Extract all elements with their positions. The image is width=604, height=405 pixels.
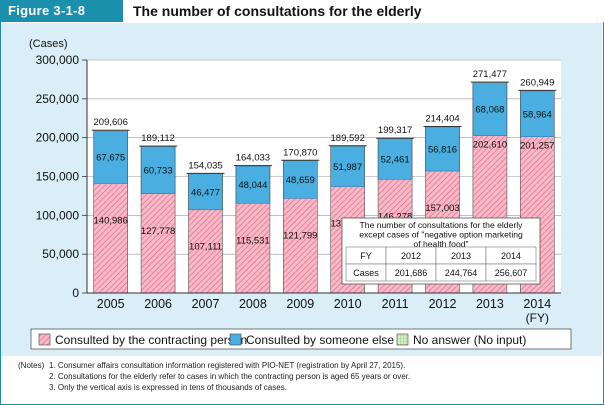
someone-else-label-2006: 60,733 bbox=[144, 166, 173, 177]
inset-caption-line: The number of consultations for the elde… bbox=[360, 220, 524, 230]
legend-label: Consulted by someone else bbox=[246, 333, 394, 347]
contracting-label-2011: 146,278 bbox=[378, 211, 412, 222]
y-axis-label: (Cases) bbox=[29, 38, 68, 50]
contracting-label-2005: 140,986 bbox=[94, 216, 128, 227]
inset-row-text: 201,686 bbox=[395, 268, 428, 278]
legend-label: No answer (No input) bbox=[413, 333, 526, 347]
total-label-2007: 154,035 bbox=[188, 160, 222, 171]
bar-contracting-2005 bbox=[93, 183, 128, 293]
inset-caption-line: except cases of "negative option marketi… bbox=[359, 230, 523, 240]
chart-panel: 0 50,000 100,000 150,000 200,000 250,000 300,0… bbox=[1, 23, 602, 356]
someone-else-label-2008: 48,044 bbox=[238, 180, 267, 191]
someone-else-label-2014: 58,964 bbox=[523, 109, 552, 120]
note-1: 1. Consumer affairs consultation informa… bbox=[49, 361, 406, 370]
figure-title: The number of consultations for the elde… bbox=[133, 3, 422, 19]
inset-header-text: FY bbox=[360, 251, 372, 261]
total-label-2014: 260,949 bbox=[520, 77, 554, 88]
total-label-2012: 214,404 bbox=[425, 113, 459, 124]
bar-someone-else-2013 bbox=[472, 82, 508, 136]
contracting-label-2006: 127,778 bbox=[141, 226, 175, 237]
legend-swatch bbox=[229, 333, 242, 346]
someone-else-label-2010: 51,987 bbox=[333, 162, 362, 173]
x-tick-label-2007: 2007 bbox=[192, 297, 220, 311]
inset-caption-line: of health food" bbox=[413, 239, 468, 249]
contracting-label-2007: 107,111 bbox=[189, 241, 222, 252]
x-tick-label-2005: 2005 bbox=[97, 297, 125, 311]
inset-header-text: 2012 bbox=[401, 251, 421, 261]
y-tick-label: 0 bbox=[72, 286, 79, 300]
inset-row-cell bbox=[485, 263, 537, 282]
x-tick-label-2008: 2008 bbox=[239, 297, 267, 311]
notes: (Notes) 1. Consumer affairs consultation… bbox=[18, 360, 598, 393]
figure-label: Figure 3-1-8 bbox=[0, 0, 123, 22]
legend-swatch bbox=[396, 333, 409, 346]
inset-header-text: 2014 bbox=[501, 251, 521, 261]
notes-label: (Notes) bbox=[18, 361, 45, 370]
inset-row-text: Cases bbox=[353, 268, 379, 278]
total-label-2011: 199,317 bbox=[378, 125, 412, 136]
x-axis-unit: (FY) bbox=[526, 311, 549, 325]
x-tick-label-2006: 2006 bbox=[144, 297, 172, 311]
contracting-label-2009: 121,799 bbox=[283, 230, 317, 241]
y-tick-label: 50,000 bbox=[42, 247, 79, 261]
legend-box bbox=[30, 328, 572, 350]
legend-label: Consulted by the contracting person bbox=[55, 333, 247, 347]
stacked-bar-chart: 0 50,000 100,000 150,000 200,000 250,000 300,0… bbox=[29, 38, 572, 350]
someone-else-label-2012: 56,816 bbox=[428, 144, 457, 155]
x-tick-label-2011: 2011 bbox=[382, 297, 409, 311]
total-label-2010: 189,592 bbox=[331, 133, 365, 144]
someone-else-label-2011: 52,461 bbox=[381, 155, 410, 166]
total-label-2009: 170,870 bbox=[283, 147, 317, 158]
total-label-2005: 209,606 bbox=[94, 117, 128, 128]
bar-contracting-2009 bbox=[283, 198, 318, 293]
bar-someone-else-2010 bbox=[330, 145, 365, 187]
y-tick-label: 250,000 bbox=[36, 92, 80, 106]
figure-header: Figure 3-1-8 The number of consultations… bbox=[0, 0, 604, 22]
inset-row-text: 244,764 bbox=[445, 268, 478, 278]
bar-contracting-2006 bbox=[141, 193, 176, 293]
note-3: 3. Only the vertical axis is expressed i… bbox=[49, 383, 287, 392]
contracting-label-2013: 202,610 bbox=[473, 140, 507, 151]
contracting-label-2012: 157,003 bbox=[425, 203, 459, 214]
total-label-2006: 189,112 bbox=[141, 133, 175, 144]
someone-else-label-2009: 48,659 bbox=[286, 175, 315, 186]
someone-else-label-2007: 46,477 bbox=[191, 187, 220, 198]
y-tick-label: 150,000 bbox=[36, 170, 80, 184]
contracting-label-2014: 201,257 bbox=[520, 141, 554, 152]
y-tick-label: 300,000 bbox=[36, 53, 80, 67]
y-tick-label: 100,000 bbox=[36, 208, 80, 222]
bar-someone-else-2006 bbox=[140, 146, 176, 195]
inset-header-text: 2013 bbox=[451, 251, 471, 261]
someone-else-label-2005: 67,675 bbox=[96, 153, 125, 164]
someone-else-label-2013: 68,068 bbox=[475, 105, 504, 116]
contracting-label-2008: 115,531 bbox=[236, 235, 270, 246]
bar-contracting-2007 bbox=[188, 209, 223, 293]
total-label-2013: 271,477 bbox=[473, 69, 507, 80]
y-tick-label: 200,000 bbox=[36, 131, 80, 145]
x-tick-label-2009: 2009 bbox=[286, 297, 314, 311]
x-tick-label-2012: 2012 bbox=[429, 297, 457, 311]
x-tick-label-2010: 2010 bbox=[334, 297, 362, 311]
x-tick-label-2014: 2014 bbox=[523, 297, 551, 311]
note-2: 2. Consultations for the elderly refer t… bbox=[49, 372, 411, 381]
x-tick-label-2013: 2013 bbox=[476, 297, 504, 311]
inset-row-text: 256,607 bbox=[495, 268, 528, 278]
legend-swatch bbox=[38, 333, 51, 346]
bar-contracting-2008 bbox=[235, 203, 270, 293]
total-label-2008: 164,033 bbox=[236, 153, 270, 164]
